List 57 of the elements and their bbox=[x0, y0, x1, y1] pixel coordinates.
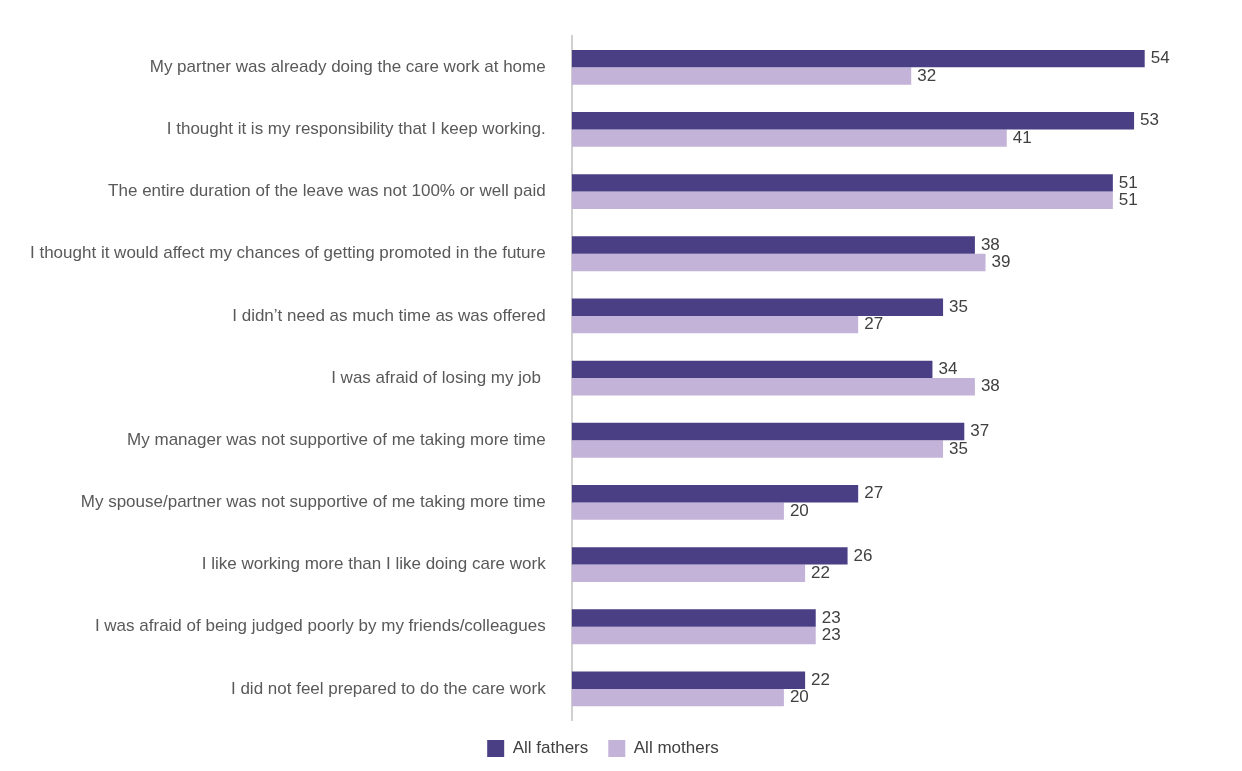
bar bbox=[571, 129, 1007, 147]
bar bbox=[571, 315, 859, 334]
y-tick-label: My spouse/partner was not supportive of me taking more time bbox=[80, 492, 546, 512]
bar bbox=[571, 422, 965, 441]
legend-label: All fathers bbox=[512, 738, 589, 758]
bar bbox=[571, 49, 1145, 68]
data-label: 53 bbox=[1140, 110, 1160, 130]
y-tick-label: I like working more than I like doing care work bbox=[201, 554, 547, 574]
data-label: 35 bbox=[949, 438, 968, 458]
y-tick-label: I was afraid of being judged poorly by my friends/colleagues bbox=[94, 616, 546, 636]
data-label: 41 bbox=[1012, 127, 1032, 147]
bar bbox=[571, 298, 944, 316]
bar bbox=[571, 564, 806, 582]
bar bbox=[571, 440, 944, 458]
data-label: 51 bbox=[1118, 172, 1138, 192]
y-tick-label: I didn’t need as much time as was offered bbox=[232, 305, 546, 325]
y-tick-label: I did not feel prepared to do the care work bbox=[230, 678, 547, 698]
y-tick-label: I was afraid of losing my job bbox=[331, 367, 546, 387]
bar bbox=[571, 112, 1135, 130]
data-label: 27 bbox=[864, 314, 884, 334]
data-label: 22 bbox=[811, 669, 831, 689]
data-label: 27 bbox=[864, 483, 884, 503]
bar bbox=[571, 360, 933, 379]
data-label: 20 bbox=[789, 687, 809, 707]
bar bbox=[571, 67, 912, 85]
bar bbox=[571, 191, 1113, 210]
bar bbox=[571, 378, 975, 396]
data-label: 35 bbox=[949, 296, 968, 316]
data-label: 34 bbox=[938, 359, 958, 379]
bar bbox=[571, 502, 784, 520]
bar bbox=[571, 671, 806, 689]
bar bbox=[571, 236, 975, 254]
data-label: 37 bbox=[970, 421, 990, 441]
data-label: 51 bbox=[1118, 190, 1138, 209]
bar bbox=[571, 626, 816, 645]
bar bbox=[571, 547, 848, 565]
data-label: 54 bbox=[1150, 48, 1170, 68]
y-tick-label: The entire duration of the leave was not 100% or well paid bbox=[108, 181, 546, 201]
data-label: 26 bbox=[853, 545, 873, 565]
legend-label: All mothers bbox=[633, 738, 719, 758]
data-label: 20 bbox=[789, 500, 809, 520]
data-label: 23 bbox=[821, 625, 841, 645]
bar bbox=[571, 485, 859, 503]
bar bbox=[571, 609, 816, 627]
y-tick-label: I thought it would affect my chances of getting promoted in the future bbox=[29, 243, 546, 263]
bar bbox=[571, 253, 986, 272]
data-label: 22 bbox=[811, 562, 831, 582]
y-tick-label: I thought it is my responsibility that I keep working. bbox=[166, 119, 546, 139]
y-tick-label: My manager was not supportive of me taking more time bbox=[127, 429, 546, 449]
y-tick-label: My partner was already doing the care work at home bbox=[149, 56, 546, 76]
data-label: 32 bbox=[917, 65, 937, 85]
data-label: 38 bbox=[980, 376, 1000, 396]
data-label: 39 bbox=[991, 252, 1011, 272]
data-label: 38 bbox=[980, 234, 1000, 254]
bar bbox=[571, 688, 784, 707]
data-label: 23 bbox=[821, 607, 841, 627]
bar bbox=[571, 174, 1113, 192]
